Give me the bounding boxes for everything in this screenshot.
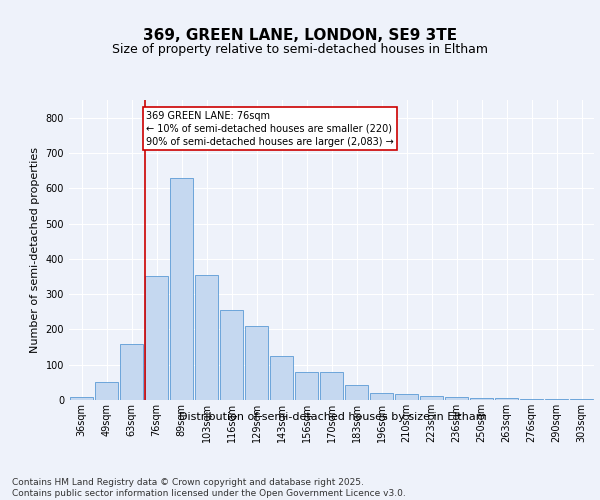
Bar — [220, 310, 243, 400]
Bar — [295, 372, 318, 400]
Bar — [545, 399, 568, 400]
Bar — [120, 344, 143, 400]
Bar — [195, 274, 218, 400]
Bar — [395, 394, 418, 400]
Text: Distribution of semi-detached houses by size in Eltham: Distribution of semi-detached houses by … — [179, 412, 487, 422]
Bar — [320, 372, 343, 400]
Bar — [95, 382, 118, 400]
Bar — [445, 397, 468, 400]
Bar — [470, 398, 493, 400]
Bar — [420, 396, 443, 400]
Text: Size of property relative to semi-detached houses in Eltham: Size of property relative to semi-detach… — [112, 42, 488, 56]
Bar — [495, 398, 518, 400]
Bar — [170, 178, 193, 400]
Bar — [370, 393, 393, 400]
Bar — [345, 385, 368, 400]
Bar — [245, 326, 268, 400]
Bar — [70, 397, 93, 400]
Bar — [145, 276, 168, 400]
Bar — [270, 356, 293, 400]
Text: 369 GREEN LANE: 76sqm
← 10% of semi-detached houses are smaller (220)
90% of sem: 369 GREEN LANE: 76sqm ← 10% of semi-deta… — [146, 110, 394, 147]
Text: Contains HM Land Registry data © Crown copyright and database right 2025.
Contai: Contains HM Land Registry data © Crown c… — [12, 478, 406, 498]
Text: 369, GREEN LANE, LONDON, SE9 3TE: 369, GREEN LANE, LONDON, SE9 3TE — [143, 28, 457, 42]
Y-axis label: Number of semi-detached properties: Number of semi-detached properties — [30, 147, 40, 353]
